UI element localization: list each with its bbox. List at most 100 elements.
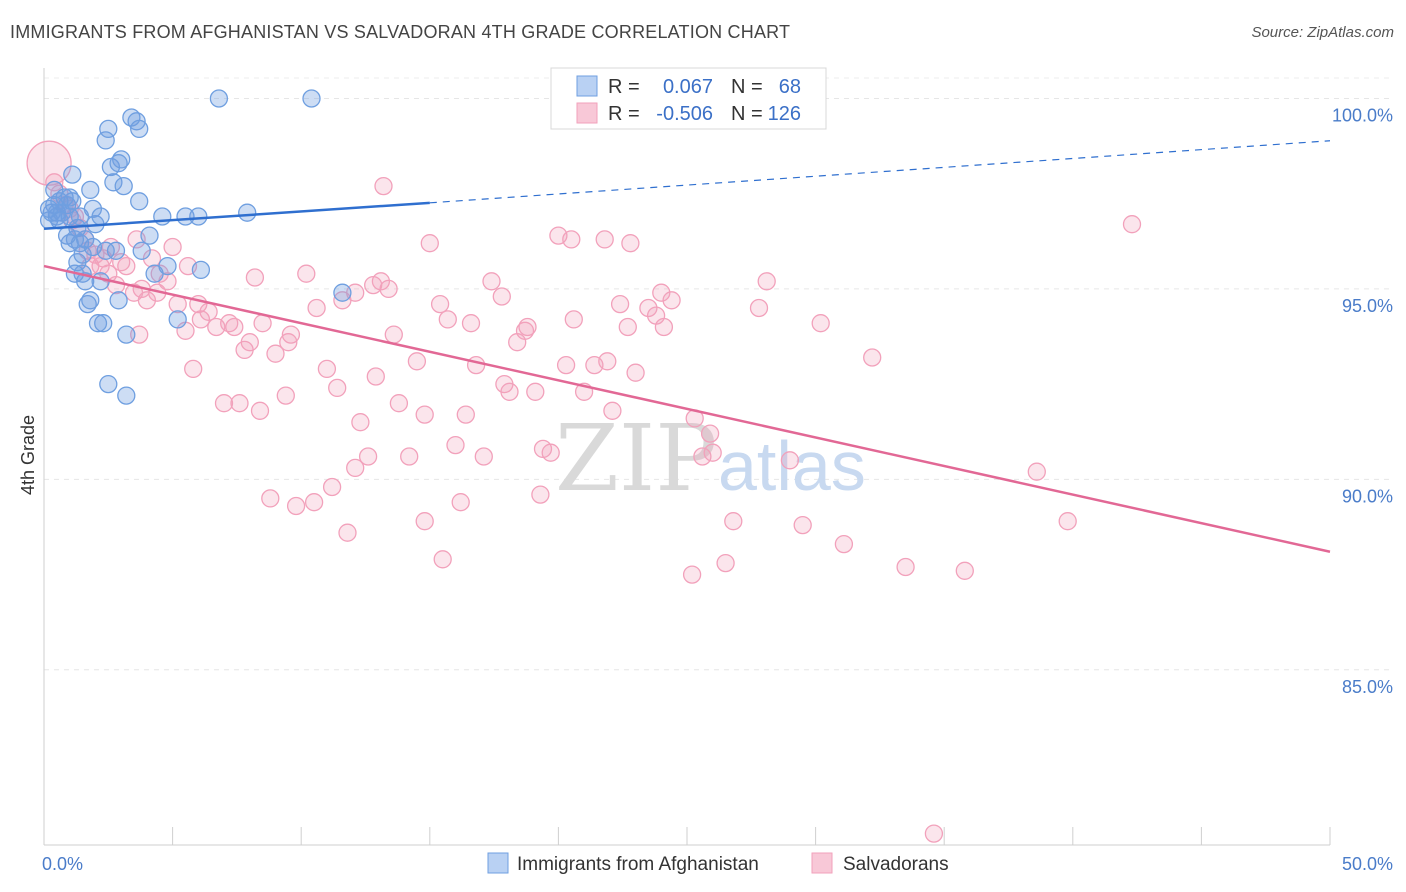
salvadoran-point-63 xyxy=(456,405,475,424)
afghanistan-point-56 xyxy=(76,230,95,249)
salvadoran-point-42 xyxy=(307,298,326,318)
salvadoran-point-106 xyxy=(1058,512,1077,531)
legend-n-label-1: N = xyxy=(731,76,763,98)
salvadoran-point-94 xyxy=(724,512,743,531)
salvadoran-point-103 xyxy=(924,824,944,843)
bottom-legend-swatch-salvadorans xyxy=(811,852,833,874)
afghanistan-trend-extension xyxy=(429,140,1331,204)
salvadoran-point-31 xyxy=(230,394,249,413)
salvadoran-point-72 xyxy=(526,382,545,401)
afghanistan-point-24 xyxy=(96,131,115,150)
afghanistan-point-39 xyxy=(153,207,172,226)
afghanistan-point-31 xyxy=(114,176,133,196)
salvadoran-point-36 xyxy=(261,489,280,508)
salvadoran-point-48 xyxy=(351,413,370,432)
salvadoran-point-22 xyxy=(163,237,182,257)
salvadoran-point-116 xyxy=(652,283,671,302)
salvadoran-point-0 xyxy=(26,140,72,186)
salvadoran-point-50 xyxy=(366,367,385,386)
legend-n-value-2: 126 xyxy=(768,103,801,125)
legend-n-label-2: N = xyxy=(731,103,763,125)
salvadoran-point-19 xyxy=(142,249,162,268)
afghanistan-point-32 xyxy=(117,325,136,344)
salvadoran-point-62 xyxy=(451,493,470,512)
afghanistan-point-60 xyxy=(117,386,136,405)
salvadoran-point-120 xyxy=(191,310,211,329)
salvadoran-point-65 xyxy=(466,355,486,375)
watermark: ZIP atlas xyxy=(555,405,866,512)
salvadoran-point-64 xyxy=(461,314,481,333)
afghanistan-point-63 xyxy=(81,291,100,310)
correlation-legend: R = 0.067 N = 68 R = -0.506 N = 126 xyxy=(550,67,827,130)
salvadoran-point-121 xyxy=(225,317,244,337)
salvadoran-point-111 xyxy=(279,333,298,352)
y-tick-labels: 100.0% 95.0% 90.0% 85.0% xyxy=(1332,105,1393,696)
salvadoran-point-99 xyxy=(811,314,830,333)
salvadoran-point-108 xyxy=(495,374,514,394)
afghanistan-point-9 xyxy=(45,180,64,200)
salvadoran-point-45 xyxy=(328,378,347,398)
chart-title: IMMIGRANTS FROM AFGHANISTAN VS SALVADORA… xyxy=(10,22,791,42)
afghanistan-point-29 xyxy=(109,291,128,310)
y-tick-label-2: 90.0% xyxy=(1342,486,1393,506)
salvadoran-point-102 xyxy=(896,557,915,577)
afghanistan-point-47 xyxy=(302,89,321,108)
afghanistan-point-46 xyxy=(238,203,257,222)
salvadoran-point-44 xyxy=(322,477,342,497)
salvadoran-point-33 xyxy=(240,333,259,352)
watermark-atlas: atlas xyxy=(718,427,866,505)
salvadoran-point-66 xyxy=(474,447,493,466)
afghanistan-point-43 xyxy=(189,207,208,226)
salvadoran-point-117 xyxy=(598,352,617,371)
salvadoran-point-101 xyxy=(863,348,882,367)
bottom-legend-label-salvadorans: Salvadorans xyxy=(843,854,949,875)
salvadoran-point-17 xyxy=(130,325,149,344)
salvadoran-point-57 xyxy=(415,405,434,424)
salvadoran-point-61 xyxy=(446,435,465,455)
x-tick-label-right: 50.0% xyxy=(1342,854,1393,874)
afghanistan-point-51 xyxy=(70,207,90,226)
salvadoran-point-123 xyxy=(621,234,640,253)
afghanistan-point-23 xyxy=(94,314,113,333)
afghanistan-point-61 xyxy=(109,154,128,173)
salvadoran-point-84 xyxy=(626,363,645,382)
salvadoran-point-76 xyxy=(556,355,576,375)
salvadoran-point-95 xyxy=(749,298,769,318)
salvadoran-point-88 xyxy=(662,291,681,310)
afghanistan-point-58 xyxy=(88,314,108,333)
legend-r-label-1: R = xyxy=(608,76,640,98)
salvadoran-point-115 xyxy=(562,230,581,249)
salvadoran-point-85 xyxy=(639,298,658,318)
y-tick-label-3: 85.0% xyxy=(1342,677,1393,697)
legend-swatch-salvadorans xyxy=(576,102,598,124)
afghanistan-trend-line xyxy=(43,201,430,230)
salvadoran-point-100 xyxy=(834,534,854,554)
afghanistan-point-48 xyxy=(333,283,352,302)
afghanistan-point-36 xyxy=(132,241,151,260)
bottom-legend-swatch-afghanistan xyxy=(487,852,509,874)
x-tick-label-left: 0.0% xyxy=(42,854,83,874)
salvadoran-point-68 xyxy=(492,287,511,306)
salvadoran-point-127 xyxy=(346,458,365,478)
watermark-zip: ZIP xyxy=(555,405,717,512)
y-tick-label-1: 95.0% xyxy=(1342,296,1393,316)
salvadoran-point-119 xyxy=(415,512,434,531)
series-legend: Immigrants from Afghanistan Salvadorans xyxy=(487,852,949,875)
x-axis-ticks xyxy=(43,827,1331,845)
salvadoran-point-56 xyxy=(407,352,427,371)
legend-r-value-1: 0.067 xyxy=(663,76,713,98)
salvadoran-point-1 xyxy=(45,173,64,192)
salvadoran-point-107 xyxy=(1122,215,1142,234)
afghanistan-point-41 xyxy=(168,310,187,329)
afghanistan-point-55 xyxy=(91,207,110,226)
afghanistan-point-19 xyxy=(81,180,100,200)
salvadoran-point-41 xyxy=(297,264,316,283)
afghanistan-point-25 xyxy=(99,119,118,139)
salvadoran-point-124 xyxy=(433,550,452,569)
salvadoran-point-53 xyxy=(384,325,403,344)
salvadoran-point-51 xyxy=(374,176,393,196)
afghanistan-point-40 xyxy=(158,256,177,276)
salvadoran-point-87 xyxy=(654,317,674,337)
salvadoran-point-125 xyxy=(531,485,550,504)
